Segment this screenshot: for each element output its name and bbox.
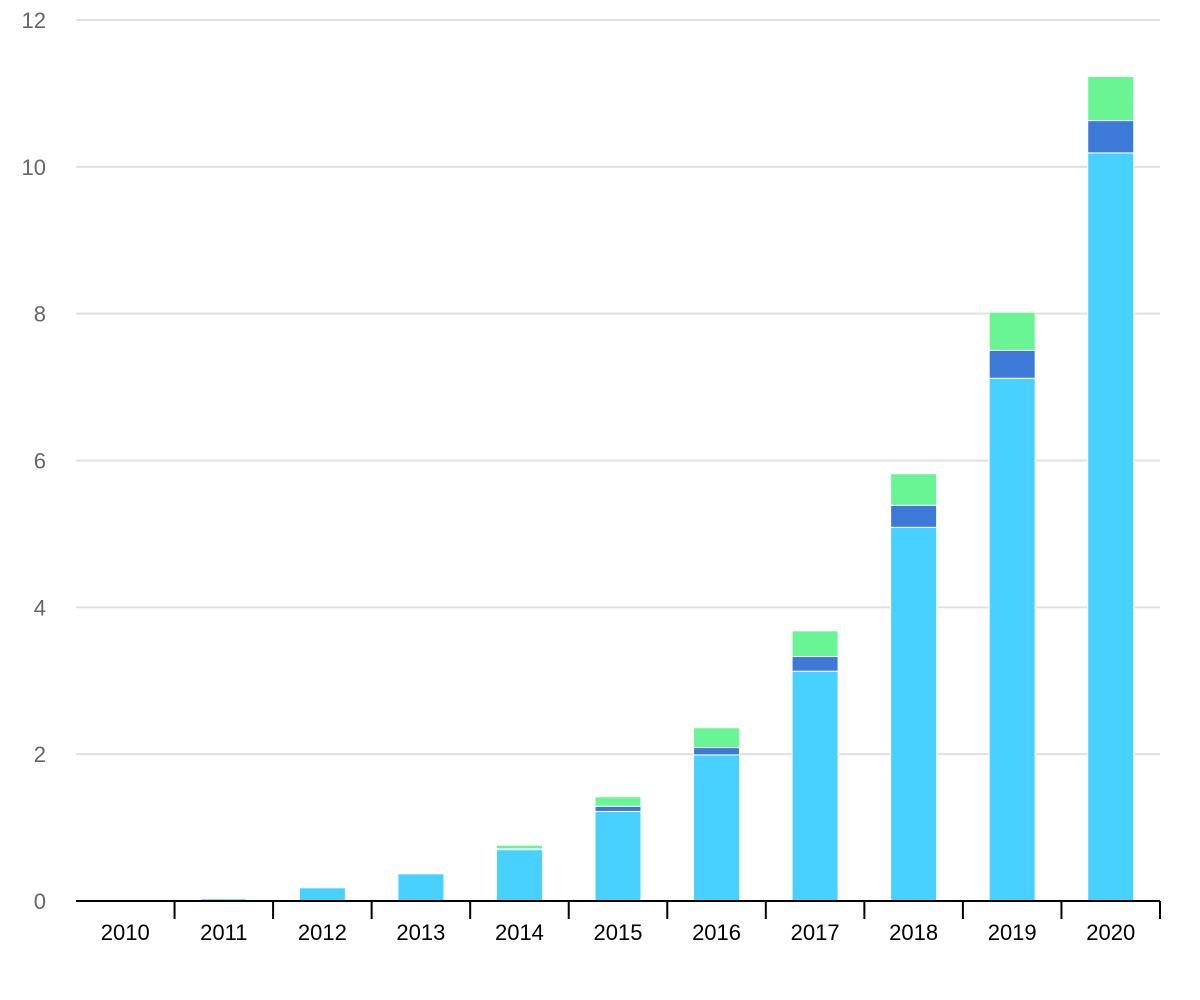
x-tick-label: 2014 [495,920,544,945]
bar-segment-2012-s1 [298,887,346,902]
bar-segment-2018-s1 [890,526,938,902]
x-tick-label: 2017 [791,920,840,945]
bar-segment-2015-s2 [594,805,642,812]
bar-segment-2020-s3 [1087,76,1135,122]
y-tick-label: 10 [22,155,46,180]
bar-segment-2020-s2 [1087,120,1135,154]
bar-segment-2018-s3 [890,473,938,506]
y-axis: 0 2 4 6 8 10 12 [22,8,46,914]
x-tick-label: 2015 [594,920,643,945]
x-tick-label: 2019 [988,920,1037,945]
gridlines [76,19,1160,756]
bar-segment-2019-s1 [988,377,1036,902]
bar-segment-2014-s1 [495,849,543,902]
bar-segment-2019-s2 [988,349,1036,379]
y-tick-label: 2 [34,742,46,767]
bars [200,76,1135,902]
y-tick-label: 0 [34,889,46,914]
bar-segment-2019-s3 [988,311,1036,351]
y-tick-label: 4 [34,595,46,620]
x-tick-label: 2013 [396,920,445,945]
bar-segment-2015-s3 [594,796,642,807]
x-tick-label: 2011 [200,920,247,945]
bar-segment-2014-s3 [495,844,543,850]
bar-segment-2017-s3 [791,630,839,658]
x-tick-label: 2010 [101,920,150,945]
y-tick-label: 12 [22,8,46,33]
x-tick-label: 2018 [889,920,938,945]
bar-segment-2018-s2 [890,504,938,528]
bar-segment-2020-s1 [1087,152,1135,902]
x-tick-label: 2012 [298,920,347,945]
bar-segment-2017-s1 [791,670,839,902]
x-tick-label: 2016 [692,920,741,945]
x-tick-label: 2020 [1086,920,1135,945]
x-axis: 2010 2011 2012 2013 2014 2015 2016 2017 2018 2019… [76,900,1161,945]
y-tick-label: 8 [34,302,46,327]
bar-segment-2016-s2 [693,747,741,756]
bar-segment-2016-s3 [693,727,741,749]
bar-segment-2016-s1 [693,754,741,902]
bar-segment-2013-s1 [397,873,445,902]
y-tick-label: 6 [34,449,46,474]
bar-segment-2017-s2 [791,656,839,672]
bar-segment-2015-s1 [594,810,642,902]
